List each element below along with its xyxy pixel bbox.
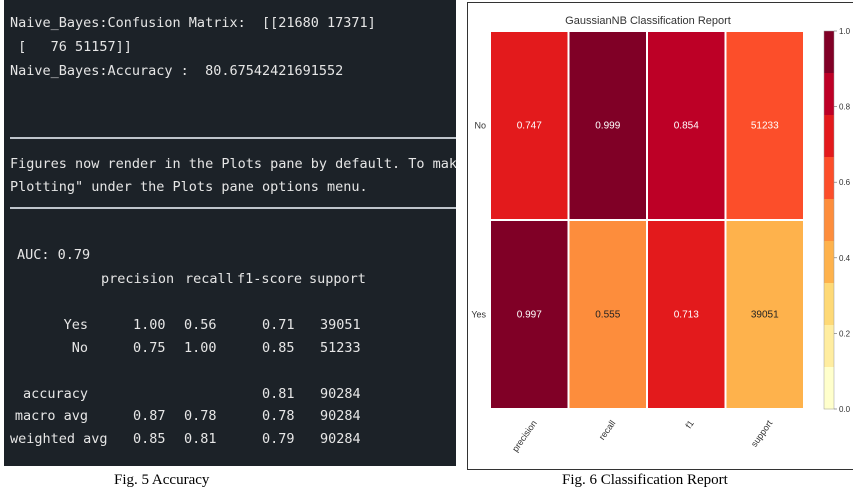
row-recall: 1.00 — [184, 340, 217, 356]
cell-value: 0.999 — [595, 121, 620, 132]
row-label: macro avg — [14, 408, 88, 424]
cell-value: 39051 — [751, 310, 779, 321]
row-support: 90284 — [320, 431, 361, 447]
row-precision: 0.75 — [133, 340, 166, 356]
colorbar-tick-label: 0.8 — [839, 103, 851, 112]
cell-value: 0.555 — [595, 310, 620, 321]
row-f1: 0.71 — [262, 317, 295, 333]
auc-line: AUC: 0.79 — [17, 247, 91, 263]
row-f1: 0.81 — [262, 386, 295, 402]
colorbar-tick-label: 0.2 — [839, 329, 851, 338]
row-label: accuracy — [22, 386, 88, 402]
row-precision: 0.85 — [133, 431, 166, 447]
heatmap-cell — [646, 30, 727, 221]
row-support: 90284 — [320, 408, 361, 424]
row-f1: 0.78 — [262, 408, 295, 424]
heatmap-cell — [724, 219, 805, 410]
cell-value: 0.854 — [674, 121, 699, 132]
row-precision: 0.87 — [133, 408, 166, 424]
caption-right: Fig. 6 Classification Report — [562, 472, 728, 488]
colorbar-tick-label: 0.6 — [839, 178, 851, 187]
console-output-panel: Naive_Bayes:Confusion Matrix: [[21680 17… — [4, 0, 456, 466]
info-line-2: Plotting" under the Plots pane options m… — [10, 179, 368, 195]
column-label: recall — [597, 418, 618, 441]
colorbar-band — [824, 199, 834, 242]
colorbar-band — [824, 367, 834, 410]
row-precision: 1.00 — [133, 317, 166, 333]
row-f1: 0.85 — [262, 340, 295, 356]
row-f1: 0.79 — [262, 431, 295, 447]
colorbar-band — [824, 157, 834, 200]
caption-left: Fig. 5 Accuracy — [114, 472, 210, 488]
accuracy-line: Naive_Bayes:Accuracy : 80.67542421691552 — [10, 63, 344, 79]
cell-value: 0.997 — [517, 310, 542, 321]
row-recall: 0.81 — [184, 431, 217, 447]
colorbar-band — [824, 115, 834, 158]
colorbar-band — [824, 31, 834, 74]
row-label: Yes — [63, 317, 88, 333]
chart-title: GaussianNB Classification Report — [565, 15, 731, 27]
divider — [10, 207, 456, 209]
row-support: 39051 — [320, 317, 361, 333]
heatmap-cell — [646, 219, 727, 410]
cell-value: 0.713 — [674, 310, 699, 321]
row-label: No — [474, 121, 486, 131]
row-recall: 0.78 — [184, 408, 217, 424]
row-label: Yes — [471, 310, 486, 320]
heatmap-cell — [567, 219, 648, 410]
row-label: weighted avg — [10, 431, 108, 447]
heatmap-svg: GaussianNB Classification Report 0.747 0.9… — [471, 15, 851, 454]
colorbar-tick-label: 0.0 — [839, 405, 851, 414]
cell-value: 0.747 — [517, 121, 542, 132]
cell-value: 51233 — [751, 121, 779, 132]
report-header-recall: recall — [185, 271, 234, 287]
column-label: support — [749, 418, 775, 449]
info-line-1: Figures now render in the Plots pane by … — [10, 156, 456, 172]
colorbar-band — [824, 325, 834, 368]
row-support: 90284 — [320, 386, 361, 402]
row-label: No — [71, 340, 88, 356]
heatmap-cell — [489, 219, 570, 410]
report-header-precision: precision — [101, 271, 175, 287]
row-recall: 0.56 — [184, 317, 217, 333]
divider — [10, 137, 456, 139]
classification-report-chart: GaussianNB Classification Report 0.747 0.9… — [467, 2, 853, 470]
colorbar-tick-label: 1.0 — [839, 27, 851, 36]
heatmap-cell — [724, 30, 805, 221]
report-header-f1: f1-score — [237, 271, 303, 287]
colorbar-band — [824, 283, 834, 326]
confusion-matrix-line-2: [ 76 51157]] — [10, 39, 132, 55]
confusion-matrix-line-1: Naive_Bayes:Confusion Matrix: [[21680 17… — [10, 15, 376, 31]
colorbar-frame — [823, 30, 835, 410]
row-support: 51233 — [320, 340, 361, 356]
colorbar-band — [824, 241, 834, 284]
colorbar-tick-label: 0.4 — [839, 254, 851, 263]
column-label: f1 — [683, 418, 696, 430]
report-header-support: support — [309, 271, 366, 287]
colorbar-band — [824, 73, 834, 116]
column-label: precision — [510, 418, 539, 453]
